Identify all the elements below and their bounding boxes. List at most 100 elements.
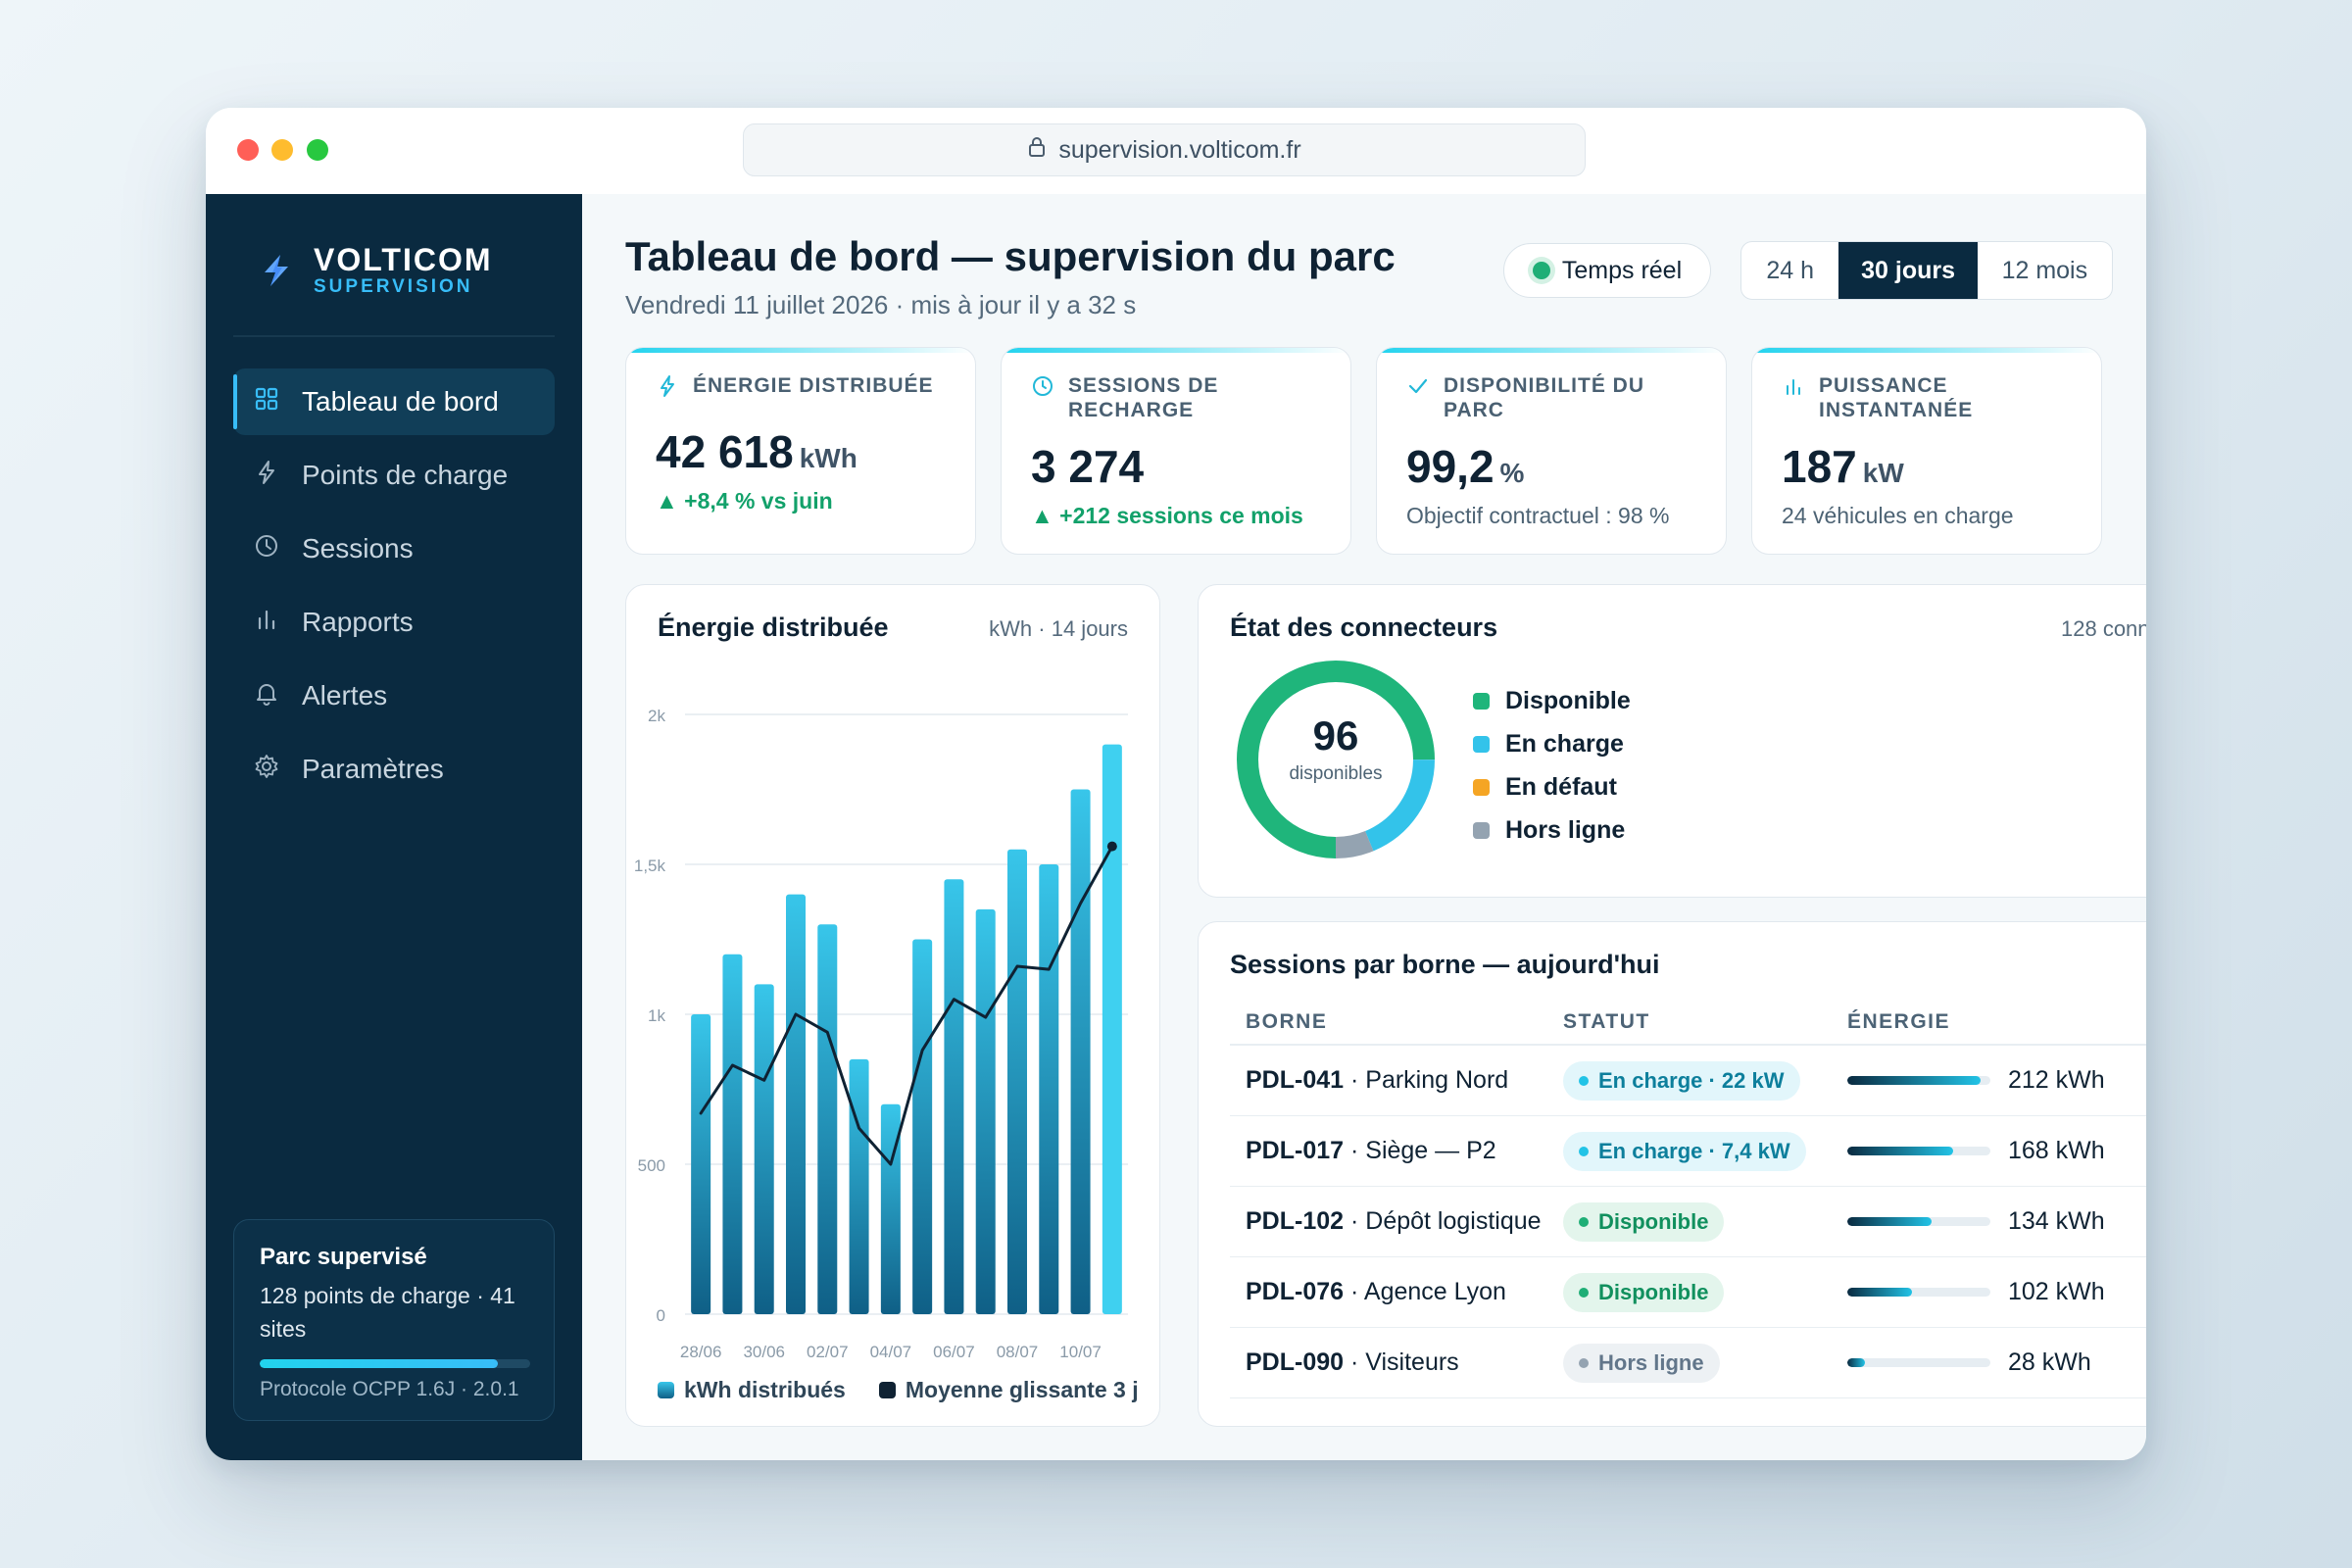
x-tick-label: 08/07 [997,1343,1039,1359]
energy-value: 134 kWh [2008,1207,2105,1235]
sidebar-item-sessions[interactable]: Sessions [233,515,555,582]
main-content: Tableau de bord — supervision du parc Ve… [582,194,2146,1460]
y-tick-label: 2k [648,707,665,725]
y-tick-label: 1k [648,1006,665,1025]
bar [1039,864,1059,1314]
energy-value: 168 kWh [2008,1137,2105,1164]
column-header-borne[interactable]: BORNE [1246,1010,1328,1033]
status-dot-icon [1579,1216,1589,1227]
gear-icon [253,753,280,787]
status-dot-icon [1579,1075,1589,1086]
legend-swatch [878,1382,896,1398]
brand-subtitle: SUPERVISION [314,276,473,297]
table-row[interactable]: PDL-090 · Visiteurs Hors ligne 28 kWh [1230,1328,2146,1398]
range-30-days[interactable]: 30 jours [1838,242,1978,299]
kpi-label: SESSIONS DE RECHARGE [1068,374,1219,421]
kpi-value: 3 274 [1031,441,1145,492]
sessions-title: Sessions par borne — aujourd'hui [1230,950,1660,979]
borne-id: PDL-102 [1246,1207,1345,1235]
status-cell: Hors ligne [1563,1343,1847,1383]
bolt-icon [656,373,679,404]
fleet-title: Parc supervisé [260,1244,427,1270]
kpi-card-availability: DISPONIBILITÉ DU PARC 99,2% Objectif con… [1376,347,1727,555]
sidebar-item-label: Paramètres [302,754,444,784]
column-header-energy[interactable]: ÉNERGIE [1847,1010,1951,1033]
kpi-card-sessions: SESSIONS DE RECHARGE 3 274 ▲ +212 sessio… [1001,347,1351,555]
check-icon [1406,373,1430,404]
borne-cell: PDL-102 · Dépôt logistique [1230,1207,1563,1236]
bar [754,984,774,1314]
status-badge: En charge · 22 kW [1563,1060,1800,1101]
energy-bar-fill [1847,1288,1912,1297]
status-cell: En charge · 7,4 kW [1563,1131,1847,1171]
donut-center: 96 disponibles [1238,662,1434,858]
energy-bar-fill [1847,1076,1981,1085]
legend-offline: Hors ligne [1473,808,1631,852]
minimize-window-button[interactable] [271,139,293,161]
brand[interactable]: VOLTICOM SUPERVISION [257,243,493,298]
sidebar-nav: Tableau de bord Points de charge Session… [233,368,555,809]
legend-swatch [1473,735,1490,753]
energy-bar [1847,1288,1990,1297]
status-label: En charge · 22 kW [1598,1067,1785,1093]
borne-site: · Dépôt logistique [1350,1207,1542,1235]
live-status-icon [1532,262,1550,279]
bar [786,894,806,1314]
close-window-button[interactable] [237,139,259,161]
clock-icon [1031,373,1054,404]
lock-icon [1027,136,1047,165]
sidebar-item-charge-points[interactable]: Points de charge [233,442,555,509]
energy-value: 28 kWh [2008,1348,2091,1376]
legend-fault: En défaut [1473,765,1631,808]
status-label: Hors ligne [1598,1349,1704,1375]
sidebar-item-settings[interactable]: Paramètres [233,736,555,803]
sidebar: VOLTICOM SUPERVISION Tableau de bord Poi… [206,194,582,1460]
borne-site: · Agence Lyon [1350,1278,1506,1305]
address-bar[interactable]: supervision.volticom.fr [743,123,1586,176]
kpi-label: PUISSANCE INSTANTANÉE [1819,374,1974,421]
column-header-status[interactable]: STATUT [1563,1010,1650,1033]
sidebar-item-alerts[interactable]: Alertes [233,662,555,729]
sidebar-item-dashboard[interactable]: Tableau de bord [233,368,555,435]
connectors-meta: 128 connecteurs [2061,616,2146,641]
bar [975,908,996,1314]
borne-cell: PDL-017 · Siège — P2 [1230,1137,1563,1165]
time-range-selector: 24 h 30 jours 12 mois [1740,241,2113,300]
range-24h[interactable]: 24 h [1766,256,1815,284]
maximize-window-button[interactable] [307,139,328,161]
bar [722,954,743,1314]
fleet-summary-card: Parc supervisé 128 points de charge · 41… [233,1219,555,1421]
sidebar-item-reports[interactable]: Rapports [233,589,555,656]
status-label: Disponible [1598,1208,1709,1234]
energy-bar-fill [1847,1217,1933,1226]
kpi-note: 24 véhicules en charge [1782,503,2014,528]
table-row[interactable]: PDL-041 · Parking Nord En charge · 22 kW 2… [1230,1046,2146,1116]
legend-swatch [658,1382,674,1398]
x-tick-label: 30/06 [743,1343,785,1359]
status-label: Disponible [1598,1279,1709,1304]
energy-bar [1847,1147,1990,1155]
sidebar-item-label: Alertes [302,680,388,710]
energy-cell: 134 kWh [1847,1207,2146,1236]
status-badge: En charge · 7,4 kW [1563,1131,1806,1171]
kpi-value: 99,2 [1406,441,1494,492]
legend-label: En défaut [1505,772,1617,801]
x-tick-label: 02/07 [807,1343,849,1359]
energy-value: 102 kWh [2008,1278,2105,1305]
connectors-card: État des connecteurs 128 connecteurs 96 … [1198,584,2146,898]
brand-name: VOLTICOM [314,242,493,277]
realtime-toggle[interactable]: Temps réel [1503,243,1711,298]
table-row[interactable]: PDL-102 · Dépôt logistique Disponible 134 … [1230,1187,2146,1257]
kpi-note: Objectif contractuel : 98 % [1406,503,1670,528]
kpi-unit: kW [1862,458,1904,488]
range-12-months[interactable]: 12 mois [2001,256,2088,284]
bar [849,1058,869,1314]
connectors-legend: Disponible En charge En défaut Hors lign… [1473,679,1631,852]
table-row[interactable]: PDL-076 · Agence Lyon Disponible 102 kWh [1230,1257,2146,1328]
bolt-icon [253,459,280,493]
volticom-logo-icon [257,251,296,290]
table-header: BORNE STATUT ÉNERGIE [1230,1001,2146,1046]
table-row[interactable]: PDL-017 · Siège — P2 En charge · 7,4 kW 16… [1230,1116,2146,1187]
legend-item-line: Moyenne glissante 3 j [878,1377,1139,1403]
bar-chart-icon [1782,373,1805,404]
